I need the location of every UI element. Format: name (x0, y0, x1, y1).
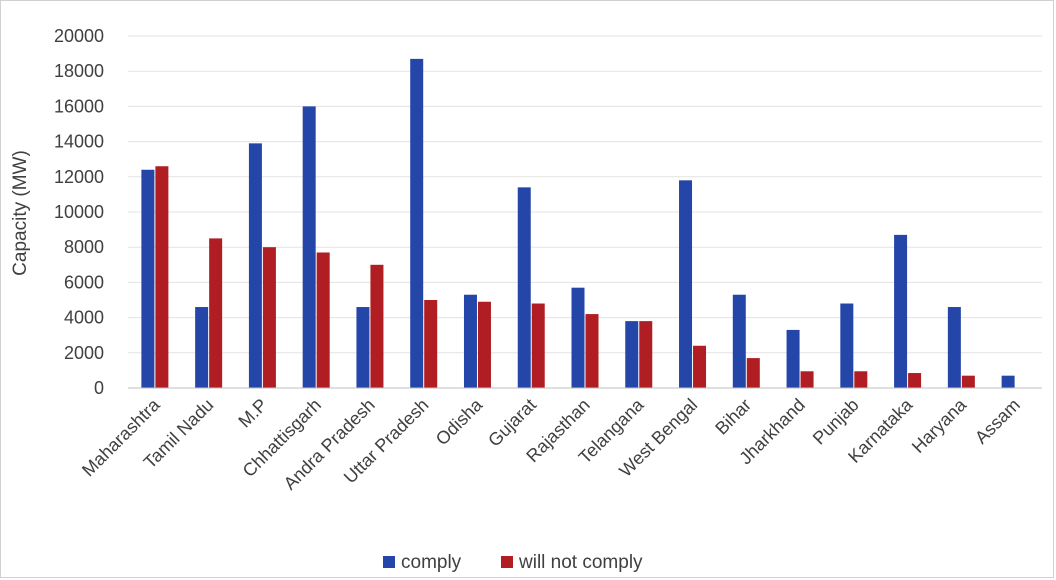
y-axis-label: Capacity (MW) (10, 150, 31, 276)
bar-will-not-comply (370, 264, 384, 388)
bar-comply (894, 234, 908, 388)
bar-will-not-comply (639, 321, 653, 388)
bar-comply (1001, 375, 1015, 388)
bar-comply (679, 180, 693, 388)
bar-will-not-comply (316, 252, 330, 388)
bar-comply (625, 321, 639, 388)
bar-comply (141, 169, 155, 388)
bar-comply (356, 307, 370, 388)
bar-will-not-comply (746, 358, 760, 388)
bar-comply (195, 307, 209, 388)
bar-will-not-comply (209, 238, 223, 388)
y-tick-label: 18000 (54, 61, 104, 81)
legend-swatch (383, 556, 395, 568)
bar-will-not-comply (854, 371, 868, 388)
x-tick-label: Haryana (908, 394, 971, 457)
gridlines (128, 35, 1042, 354)
x-tick-label: Bihar (711, 395, 755, 439)
y-tick-label: 6000 (64, 272, 104, 292)
bar-will-not-comply (262, 247, 276, 388)
y-axis-ticks: 0 2000 4000 6000 8000 10000 12000 14000 16000 180… (54, 26, 104, 398)
bar-comply (947, 307, 961, 388)
y-tick-label: 10000 (54, 202, 104, 222)
y-tick-label: 2000 (64, 343, 104, 363)
y-tick-label: 4000 (64, 308, 104, 328)
bar-comply (786, 329, 800, 388)
bar-will-not-comply (908, 373, 922, 388)
x-tick-label: M.P (234, 395, 271, 432)
bar-comply (517, 187, 531, 388)
x-tick-label: Assam (971, 395, 1024, 448)
bar-comply (463, 294, 477, 388)
y-tick-label: 8000 (64, 237, 104, 257)
bar-will-not-comply (800, 371, 814, 388)
bar-will-not-comply (693, 345, 707, 388)
bar-comply (732, 294, 746, 388)
y-tick-label: 20000 (54, 26, 104, 46)
bar-comply (840, 303, 854, 388)
y-tick-label: 12000 (54, 167, 104, 187)
bar-comply (571, 287, 585, 388)
y-tick-label: 14000 (54, 132, 104, 152)
legend-swatch (501, 556, 513, 568)
bar-comply (302, 106, 316, 389)
bar-will-not-comply (531, 303, 545, 388)
legend: comply will not comply (383, 552, 643, 573)
x-tick-label: Andra Pradesh (280, 395, 379, 494)
bar-will-not-comply (477, 301, 491, 388)
bars (141, 58, 1015, 389)
x-tick-label: Odisha (432, 394, 487, 449)
bar-comply (248, 143, 262, 388)
bar-will-not-comply (585, 314, 599, 388)
legend-label: will not comply (518, 552, 643, 573)
legend-label: comply (401, 552, 462, 573)
bar-will-not-comply (961, 375, 975, 388)
bar-comply (410, 58, 424, 388)
bar-will-not-comply (155, 166, 169, 388)
x-tick-label: Punjab (809, 395, 863, 449)
y-tick-label: 0 (94, 378, 104, 398)
y-tick-label: 16000 (54, 96, 104, 116)
bar-will-not-comply (424, 300, 438, 388)
